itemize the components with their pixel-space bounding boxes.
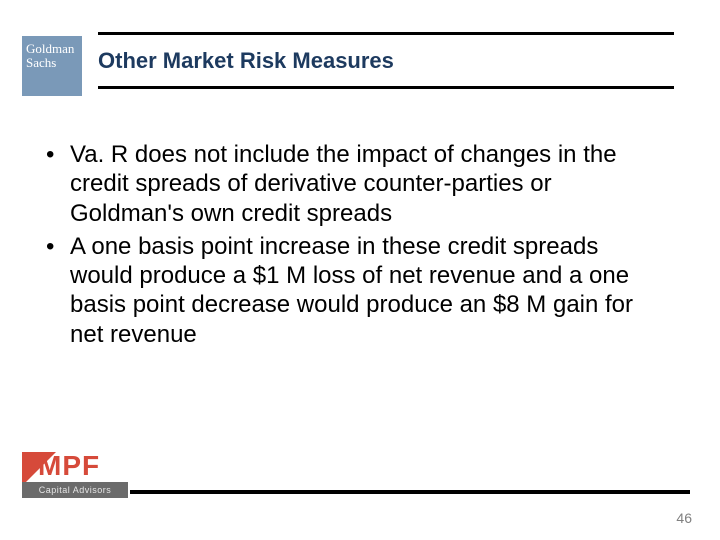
bullet-list: Va. R does not include the impact of cha… (40, 140, 650, 353)
header-top-rule (98, 32, 674, 35)
mpf-logo-subtext: Capital Advisors (22, 482, 128, 498)
bullet-text: A one basis point increase in these cred… (70, 233, 633, 348)
gs-logo-line1: Goldman (26, 42, 78, 56)
bullet-item: Va. R does not include the impact of cha… (40, 140, 650, 228)
mpf-logo-text: MPF (38, 450, 100, 482)
gs-logo-line2: Sachs (26, 56, 78, 70)
bullet-text: Va. R does not include the impact of cha… (70, 141, 617, 227)
title-underline (98, 86, 674, 89)
mpf-logo: MPF Capital Advisors (22, 452, 128, 498)
page-number: 46 (676, 510, 692, 526)
slide-title: Other Market Risk Measures (98, 48, 394, 74)
footer-rule (130, 490, 690, 494)
goldman-sachs-logo: Goldman Sachs (22, 36, 82, 96)
bullet-item: A one basis point increase in these cred… (40, 232, 650, 349)
